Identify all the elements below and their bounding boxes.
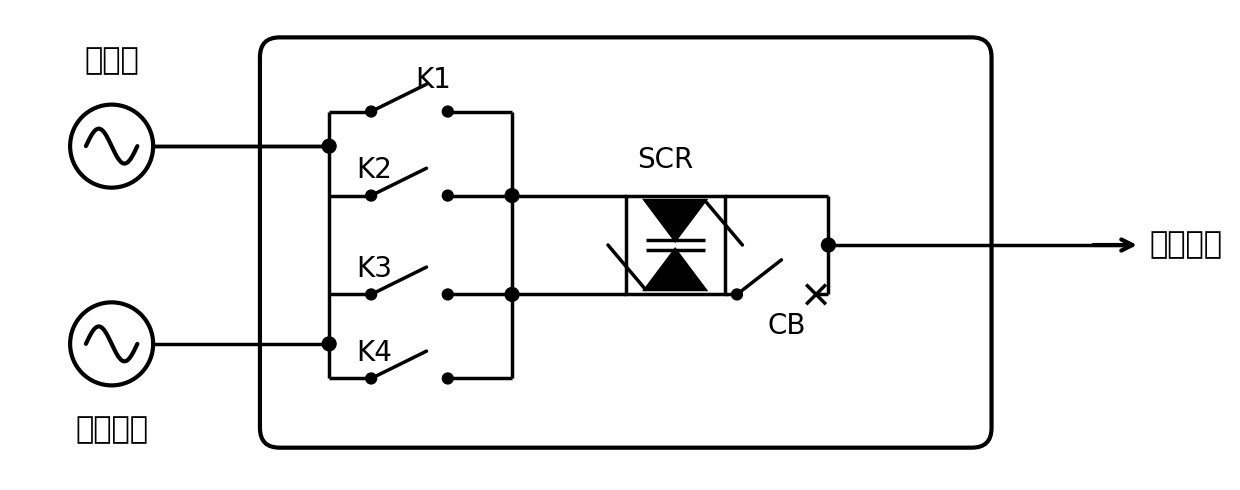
Circle shape (443, 373, 453, 384)
Text: K3: K3 (356, 255, 392, 283)
Text: SCR: SCR (637, 146, 693, 174)
Circle shape (443, 190, 453, 201)
Polygon shape (646, 200, 704, 240)
Circle shape (821, 238, 836, 252)
Circle shape (732, 289, 743, 300)
Text: K2: K2 (356, 156, 392, 184)
Text: K4: K4 (356, 339, 392, 367)
Text: K1: K1 (415, 66, 451, 94)
Circle shape (366, 373, 377, 384)
Circle shape (443, 289, 453, 300)
Text: CB: CB (768, 312, 806, 340)
Circle shape (366, 289, 377, 300)
Circle shape (505, 189, 520, 202)
Bar (626, 196, 724, 294)
Circle shape (443, 106, 453, 117)
Polygon shape (646, 250, 704, 290)
Circle shape (322, 337, 336, 351)
Circle shape (366, 190, 377, 201)
Text: 用电设备: 用电设备 (1149, 230, 1223, 260)
Text: 备用电源: 备用电源 (76, 415, 148, 444)
Circle shape (322, 139, 336, 153)
Text: 主电源: 主电源 (84, 46, 139, 75)
Circle shape (505, 288, 520, 301)
Circle shape (366, 106, 377, 117)
